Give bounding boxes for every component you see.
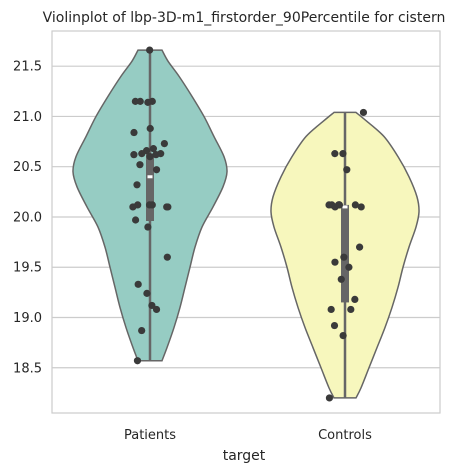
y-tick-label: 19.0	[13, 311, 42, 326]
data-point	[339, 331, 347, 340]
data-point	[331, 203, 339, 211]
data-point	[146, 124, 154, 133]
y-tick-label: 21.5	[13, 60, 42, 75]
data-point	[131, 216, 140, 224]
y-tick-label: 19.5	[13, 261, 42, 276]
data-point	[144, 223, 152, 231]
y-tick-label: 20.5	[13, 160, 42, 175]
data-point	[144, 98, 152, 106]
data-point	[331, 258, 339, 266]
violin-quartile-box	[146, 153, 154, 221]
data-point	[160, 139, 168, 148]
data-point	[325, 201, 333, 209]
data-point	[143, 289, 151, 297]
data-point	[356, 243, 364, 251]
data-point	[164, 203, 172, 211]
x-tick-label: Controls	[318, 428, 372, 443]
x-tick-label: Patients	[124, 428, 176, 443]
violin-quartile-box	[341, 204, 349, 303]
data-point	[351, 201, 359, 209]
chart-title: Violinplot of lbp-3D-m1_firstorder_90Per…	[43, 10, 446, 26]
data-point	[330, 321, 339, 330]
data-point	[146, 46, 154, 54]
data-point	[351, 295, 359, 304]
x-axis-label: target	[223, 448, 266, 464]
data-point	[134, 280, 142, 288]
data-point	[339, 150, 347, 158]
data-point	[152, 166, 161, 174]
data-point	[129, 203, 137, 211]
data-point	[138, 326, 146, 335]
y-tick-label: 20.0	[13, 210, 42, 225]
violin-median-marker	[342, 205, 348, 209]
data-point	[340, 253, 348, 261]
data-point	[130, 151, 138, 159]
data-point	[337, 275, 345, 283]
data-point	[357, 203, 365, 211]
data-point	[136, 161, 144, 169]
data-point	[133, 357, 142, 365]
data-point	[133, 181, 141, 189]
x-tick-labels: Patients Controls	[124, 428, 372, 443]
data-point	[345, 263, 353, 271]
data-point	[138, 150, 146, 158]
y-tick-label: 21.0	[13, 110, 42, 125]
data-points	[129, 46, 368, 402]
data-point	[130, 128, 138, 137]
plot-frame	[51, 30, 441, 414]
data-point	[343, 166, 351, 174]
violins	[72, 49, 420, 399]
data-point	[331, 150, 339, 158]
data-point	[145, 201, 154, 209]
data-point	[136, 97, 144, 105]
data-point	[163, 253, 171, 261]
y-tick-labels: 18.5 19.0 19.5 20.0 20.5 21.0 21.5	[13, 60, 42, 377]
data-point	[327, 305, 335, 314]
data-point	[152, 151, 160, 159]
data-point	[149, 145, 157, 153]
data-point	[359, 108, 368, 117]
data-point	[152, 305, 161, 314]
data-point	[325, 394, 334, 402]
data-point	[347, 305, 355, 314]
y-tick-label: 18.5	[13, 361, 42, 376]
violin-median-marker	[147, 175, 153, 179]
data-point	[146, 153, 154, 161]
